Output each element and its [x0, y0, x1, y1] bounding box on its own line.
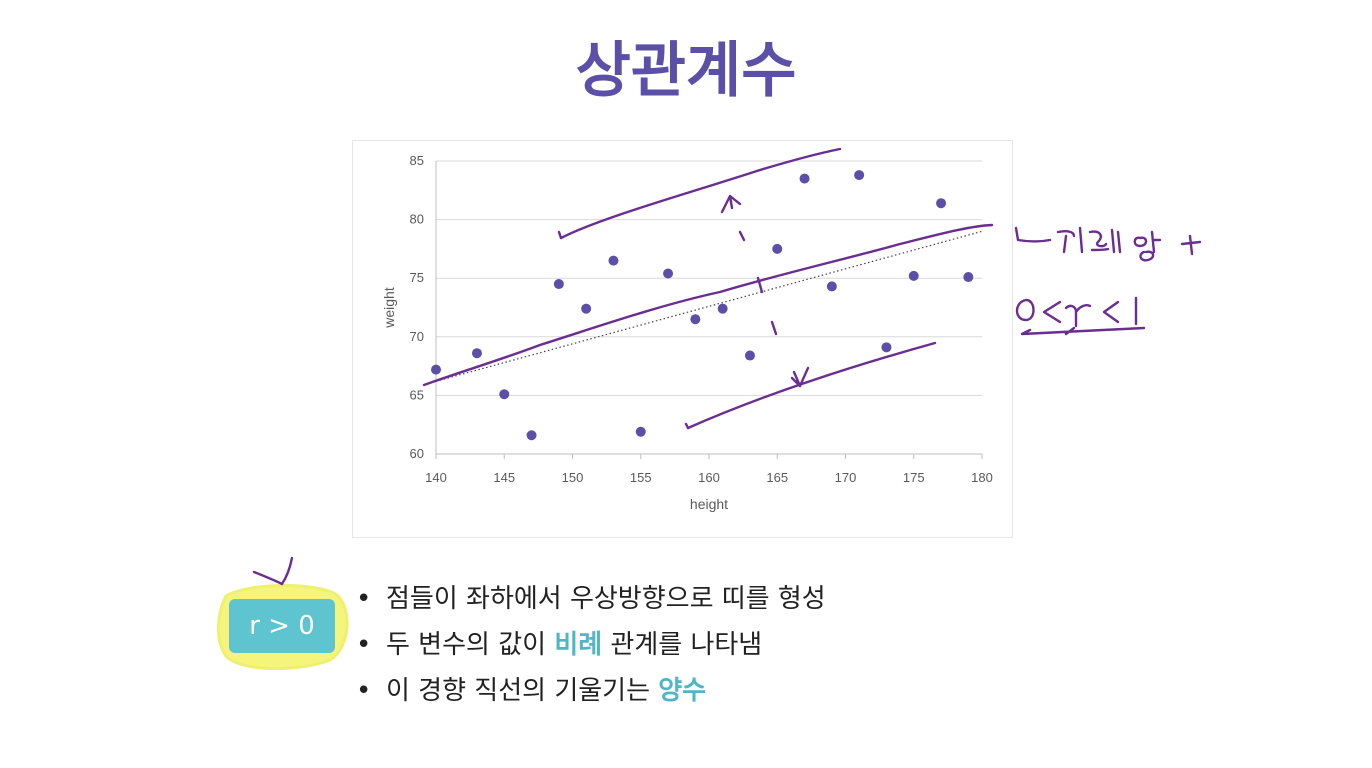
- data-point: [799, 173, 810, 184]
- r-range-note: [1015, 296, 1146, 336]
- badge-arrow-ink: [252, 556, 294, 586]
- bullet-text: 이 경향 직선의 기울기는: [386, 676, 659, 706]
- data-point: [744, 350, 755, 361]
- y-tick-label: 70: [410, 329, 424, 344]
- x-tick-label: 170: [835, 470, 857, 485]
- data-point: [635, 426, 646, 437]
- x-tick-label: 165: [766, 470, 788, 485]
- y-axis-title: weight: [381, 287, 397, 329]
- data-point: [581, 303, 592, 314]
- data-point: [431, 364, 441, 375]
- bullet-dot: •: [356, 676, 372, 706]
- bullet-item: • 이 경향 직선의 기울기는 양수: [356, 668, 826, 714]
- x-tick-label: 155: [630, 470, 652, 485]
- data-point: [881, 342, 892, 353]
- bullet-dot: •: [356, 584, 372, 614]
- data-point: [772, 243, 783, 254]
- data-point: [608, 255, 619, 266]
- x-tick-label: 180: [971, 470, 993, 485]
- bullet-text: 두 변수의 값이: [386, 630, 555, 660]
- data-point: [526, 430, 537, 441]
- y-tick-label: 65: [410, 387, 424, 402]
- data-point: [854, 170, 865, 181]
- data-point: [499, 389, 510, 400]
- bullet-text: 관계를 나타냄: [602, 630, 763, 660]
- data-point: [690, 314, 701, 325]
- data-point: [826, 281, 837, 292]
- data-point: [471, 348, 482, 359]
- x-tick-label: 160: [698, 470, 720, 485]
- data-point: [936, 198, 947, 209]
- y-tick-label: 80: [410, 212, 424, 227]
- bullet-text: 점들이 좌하에서 우상방향으로 띠를 형성: [386, 584, 826, 614]
- accent-text: 비례: [554, 630, 603, 660]
- x-tick-label: 175: [903, 470, 925, 485]
- data-point: [908, 270, 919, 281]
- scatter-chart-panel: 60 65 70 75 80 85 140 145 150 155 160 165 170 175 180 h…: [352, 140, 1013, 538]
- data-point: [963, 272, 974, 283]
- bullet-item: • 점들이 좌하에서 우상방향으로 띠를 형성: [356, 576, 826, 622]
- x-tick-label: 145: [493, 470, 515, 485]
- scatter-chart: 60 65 70 75 80 85 140 145 150 155 160 165 170 175 180 h…: [381, 153, 993, 512]
- bullet-dot: •: [356, 630, 372, 660]
- data-point: [663, 268, 674, 279]
- r-positive-badge: r > 0: [229, 599, 335, 653]
- y-tick-label: 85: [410, 153, 424, 168]
- bullet-item: • 두 변수의 값이 비례 관계를 나타냄: [356, 622, 826, 668]
- data-point: [717, 303, 728, 314]
- x-axis-title: height: [690, 496, 728, 512]
- bullet-list: • 점들이 좌하에서 우상방향으로 띠를 형성 • 두 변수의 값이 비례 관계를 나…: [356, 576, 826, 714]
- y-tick-label: 75: [410, 270, 424, 285]
- slide-title: 상관계수: [575, 36, 797, 106]
- accent-text: 양수: [658, 676, 707, 706]
- slope-positive-note: [1014, 226, 1202, 262]
- y-tick-label: 60: [410, 446, 424, 461]
- x-tick-label: 140: [425, 470, 447, 485]
- data-point: [553, 279, 564, 290]
- trendline: [435, 230, 983, 382]
- x-tick-label: 150: [562, 470, 584, 485]
